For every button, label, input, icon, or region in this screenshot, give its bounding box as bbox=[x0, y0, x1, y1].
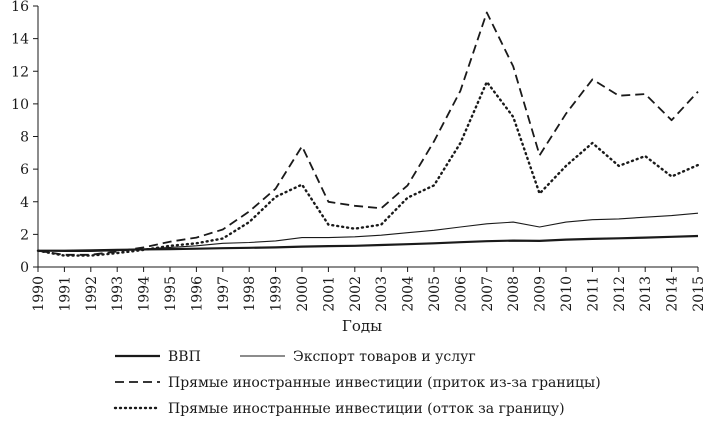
x-tick-label: 1995 bbox=[163, 276, 179, 312]
series-line-3 bbox=[37, 11, 699, 256]
x-axis-label: Годы bbox=[342, 317, 382, 335]
x-tick-label: 2005 bbox=[427, 276, 443, 312]
x-tick-label: 2004 bbox=[401, 276, 417, 312]
x-tick-label: 1996 bbox=[189, 276, 205, 312]
y-tick-label: 12 bbox=[11, 64, 29, 80]
x-tick-label: 2007 bbox=[480, 276, 496, 312]
x-tick-label: 1992 bbox=[84, 276, 100, 312]
y-axis-ticks: 0 2 4 6 8 10 12 14 16 bbox=[11, 0, 38, 276]
legend-label: Экспорт товаров и услуг bbox=[293, 349, 476, 365]
x-tick-label: 1998 bbox=[242, 276, 258, 312]
x-tick-label: 1991 bbox=[57, 276, 73, 312]
x-tick-label: 2010 bbox=[559, 276, 575, 312]
y-tick-label: 10 bbox=[11, 97, 29, 113]
x-tick-label: 1999 bbox=[269, 276, 285, 312]
x-tick-label: 2001 bbox=[321, 276, 337, 312]
legend-label: Прямые иностранные инвестиции (приток из… bbox=[168, 375, 601, 391]
x-tick-label: 2012 bbox=[612, 276, 628, 312]
y-tick-label: 0 bbox=[20, 260, 29, 276]
x-tick-label: 1994 bbox=[137, 276, 153, 312]
x-tick-label: 2014 bbox=[665, 276, 681, 312]
x-tick-label: 2002 bbox=[348, 276, 364, 312]
x-tick-label: 1997 bbox=[216, 276, 232, 312]
y-tick-label: 16 bbox=[11, 0, 29, 15]
x-tick-label: 2009 bbox=[533, 276, 549, 312]
legend-label: Прямые иностранные инвестиции (отток за … bbox=[168, 401, 565, 417]
x-tick-label: 2006 bbox=[453, 276, 469, 312]
x-tick-label: 1990 bbox=[31, 276, 47, 312]
y-tick-label: 6 bbox=[20, 162, 29, 178]
legend-label: ВВП bbox=[168, 349, 201, 365]
x-tick-label: 2015 bbox=[691, 276, 705, 312]
series-line-4 bbox=[36, 80, 700, 257]
y-tick-label: 2 bbox=[20, 227, 29, 243]
x-tick-label: 2008 bbox=[506, 276, 522, 312]
x-tick-label: 2000 bbox=[295, 276, 311, 312]
y-tick-label: 14 bbox=[11, 32, 29, 48]
x-tick-label: 2011 bbox=[585, 276, 601, 312]
y-tick-label: 8 bbox=[20, 130, 29, 146]
y-tick-label: 4 bbox=[20, 195, 29, 211]
series-layer bbox=[36, 11, 700, 257]
x-axis-ticks: 1990 1991 1992 1993 1994 1995 1996 1997 1998 1999… bbox=[31, 267, 705, 312]
legend: ВВП Экспорт товаров и услуг Прямые иностра… bbox=[113, 349, 601, 417]
x-tick-label: 1993 bbox=[110, 276, 126, 312]
x-tick-label: 2013 bbox=[638, 276, 654, 312]
x-tick-label: 2003 bbox=[374, 276, 390, 312]
